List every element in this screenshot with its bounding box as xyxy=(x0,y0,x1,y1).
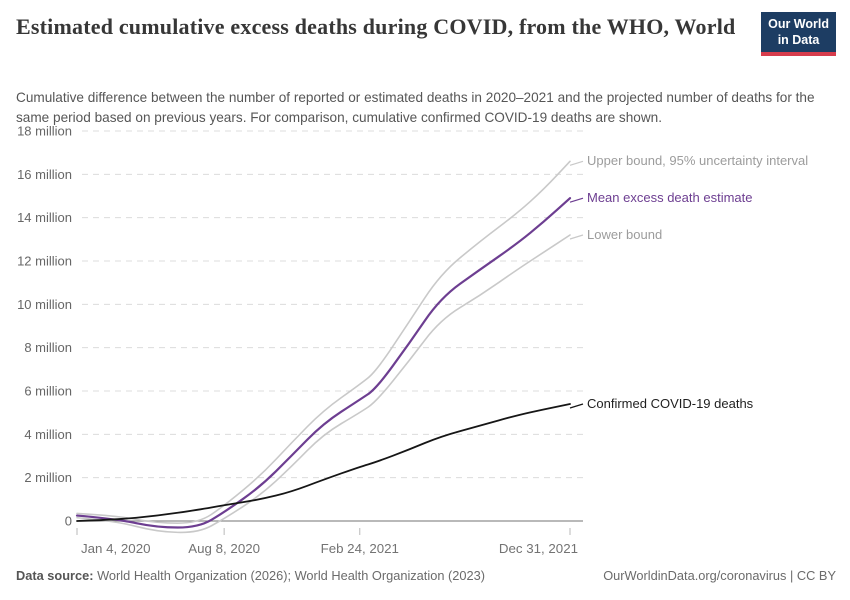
label-connector xyxy=(569,160,584,166)
y-axis: 0 2 million 4 million 6 million 8 million 10 … xyxy=(17,124,583,529)
owid-logo-line1: Our World xyxy=(768,17,829,31)
y-tick-label: 16 million xyxy=(17,167,72,182)
label-connector xyxy=(569,234,584,240)
y-tick-label: 12 million xyxy=(17,254,72,269)
y-tick-label: 18 million xyxy=(17,124,72,139)
series-line xyxy=(76,160,571,524)
series-line xyxy=(76,234,571,534)
series-lines xyxy=(75,160,584,534)
series-label-confirmed-deaths: Confirmed COVID-19 deaths xyxy=(587,396,754,411)
y-tick-label: 2 million xyxy=(24,470,72,485)
y-tick-label: 8 million xyxy=(24,340,72,355)
series-label-lower-bound: Lower bound xyxy=(587,227,663,242)
label-connector xyxy=(569,403,584,409)
chart-subtitle: Cumulative difference between the number… xyxy=(16,90,815,126)
y-tick-label: 4 million xyxy=(24,427,72,442)
y-tick-label: 14 million xyxy=(17,210,72,225)
y-tick-label: 0 xyxy=(65,514,72,529)
license-link[interactable]: OurWorldinData.org/coronavirus | CC BY xyxy=(603,568,836,583)
page-title: Estimated cumulative excess deaths durin… xyxy=(16,14,736,39)
series-label-upper-bound: Upper bound, 95% uncertainty interval xyxy=(587,153,809,168)
series-line xyxy=(75,197,572,529)
chart-footer: Data source: World Health Organization (… xyxy=(16,568,836,583)
y-tick-label: 10 million xyxy=(17,297,72,312)
x-tick-label: Jan 4, 2020 xyxy=(81,541,151,556)
x-tick-label: Feb 24, 2021 xyxy=(321,541,399,556)
owid-logo-line2: in Data xyxy=(777,32,820,47)
x-tick-label: Dec 31, 2021 xyxy=(499,541,578,556)
data-source-label: Data source: xyxy=(16,568,94,583)
data-source-value: World Health Organization (2026); World … xyxy=(93,568,485,583)
x-tick-label: Aug 8, 2020 xyxy=(188,541,260,556)
x-axis: Jan 4, 2020 Aug 8, 2020 Feb 24, 2021 Dec 31… xyxy=(76,528,578,556)
series-line xyxy=(76,403,571,522)
series-label-mean-estimate: Mean excess death estimate xyxy=(587,190,753,205)
owid-logo[interactable]: Our World in Data xyxy=(761,12,836,57)
data-source-text: Data source: World Health Organization (… xyxy=(16,568,485,583)
y-tick-label: 6 million xyxy=(24,384,72,399)
label-connector xyxy=(569,197,584,203)
